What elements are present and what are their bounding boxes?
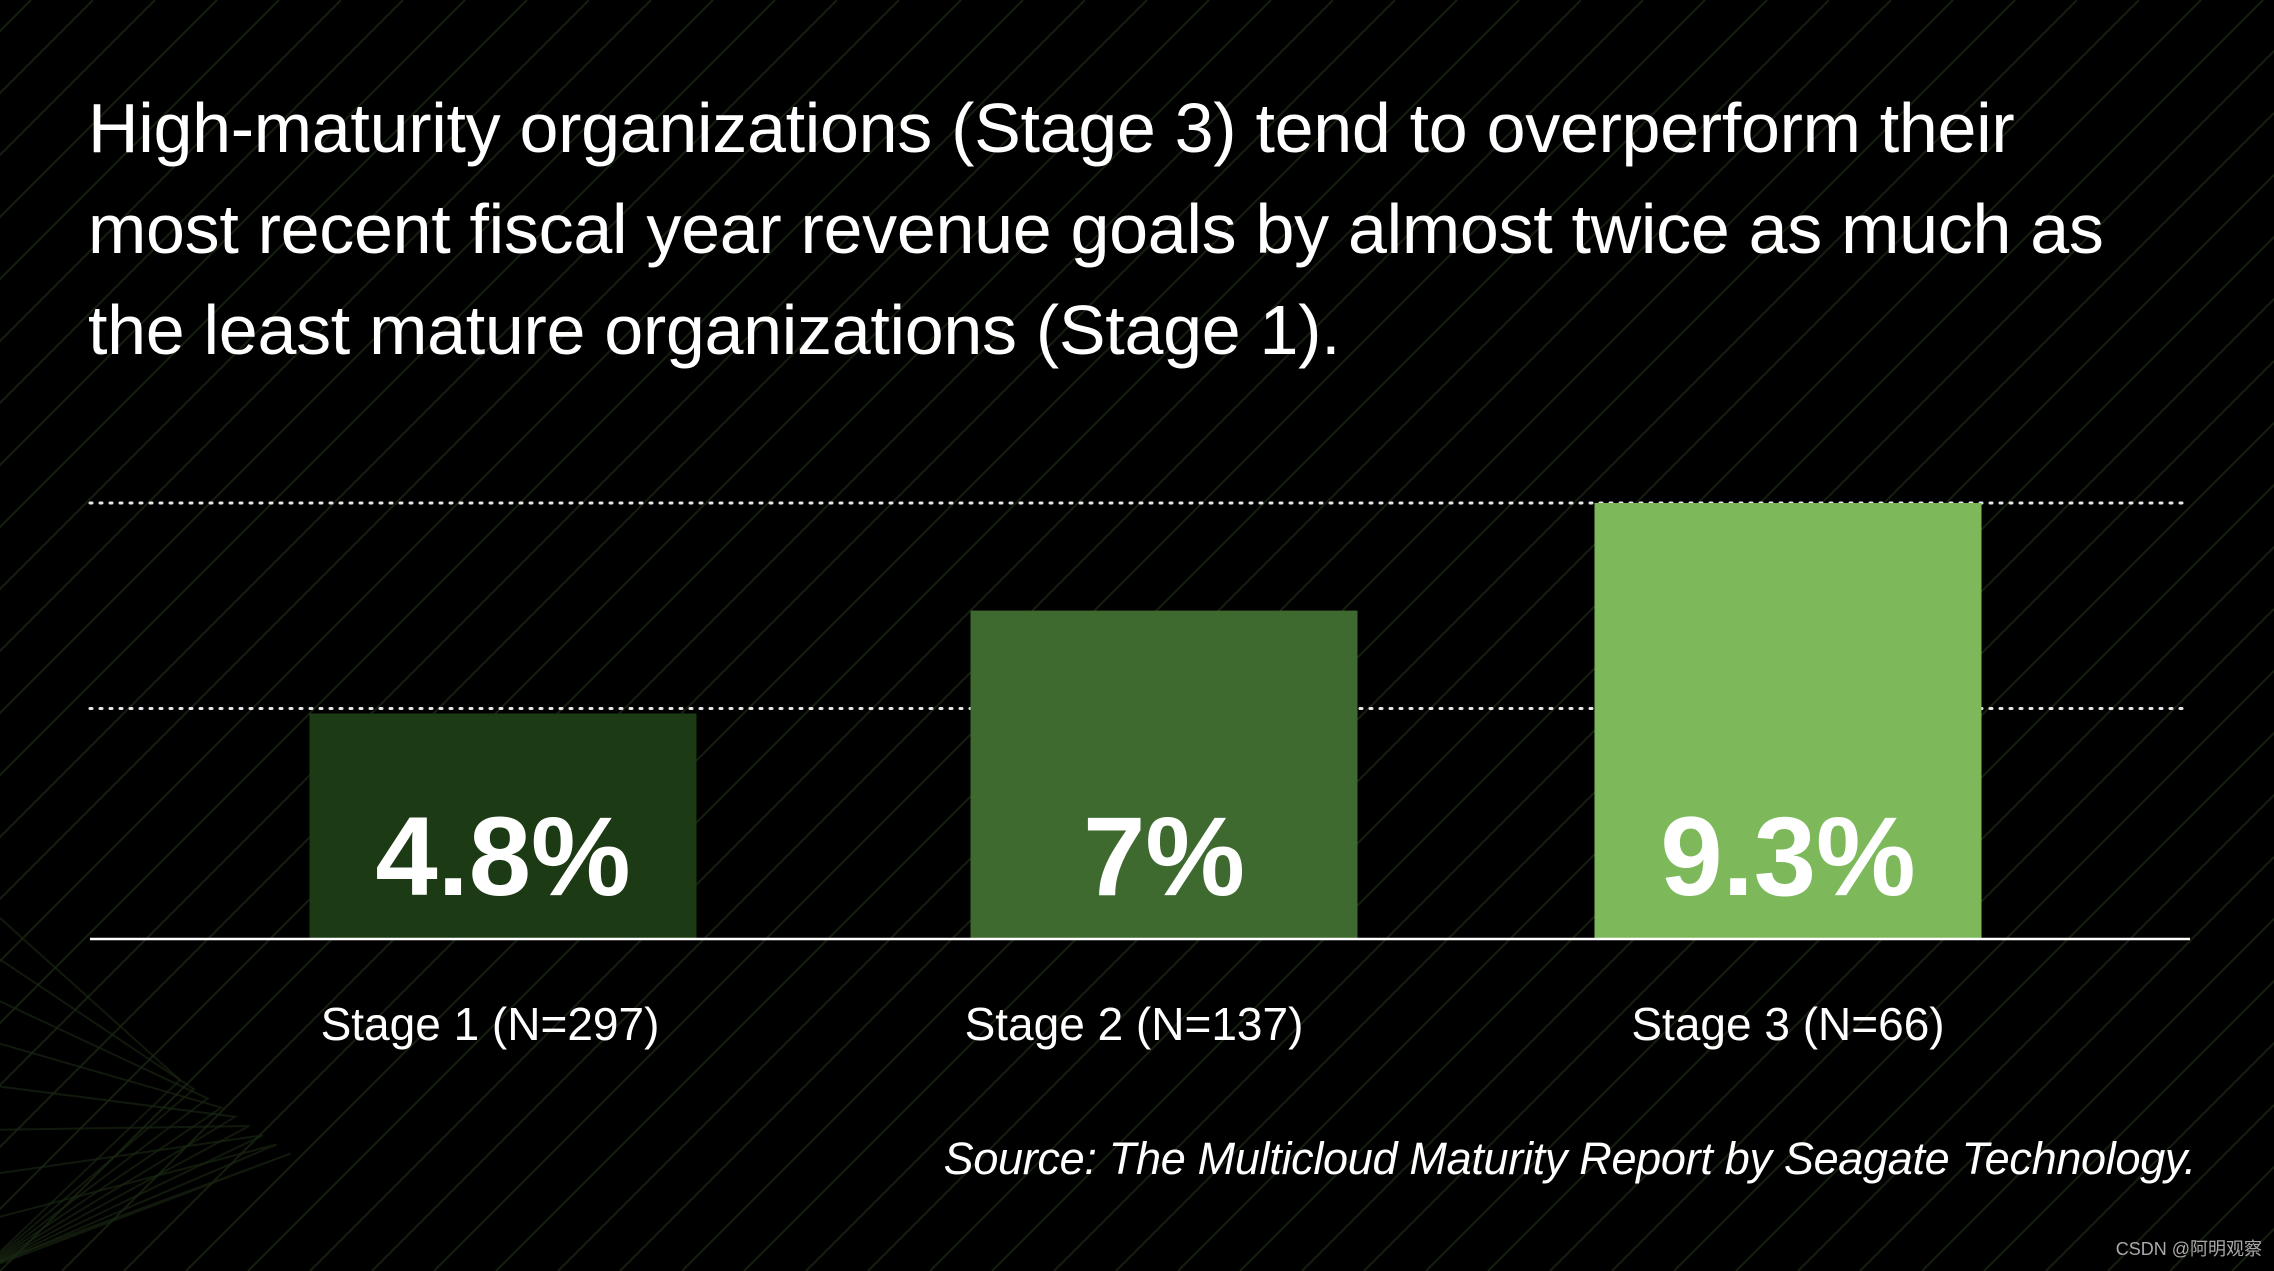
bar-3 bbox=[1594, 503, 1982, 938]
headline: High-maturity organizations (Stage 3) te… bbox=[88, 78, 2168, 381]
bar-1 bbox=[309, 713, 697, 938]
watermark: CSDN @阿明观察 bbox=[2115, 1239, 2262, 1259]
headline-line-2: most recent fiscal year revenue goals by… bbox=[88, 190, 2104, 268]
category-label-1: Stage 1 (N=297) bbox=[321, 998, 660, 1050]
value-label-2: 7% bbox=[1083, 794, 1245, 919]
category-label-2: Stage 2 (N=137) bbox=[965, 998, 1304, 1050]
headline-line-3: the least mature organizations (Stage 1)… bbox=[88, 291, 1341, 369]
category-label-3: Stage 3 (N=66) bbox=[1631, 998, 1944, 1050]
source-note: Source: The Multicloud Maturity Report b… bbox=[943, 1133, 2197, 1184]
value-label-3: 9.3% bbox=[1660, 794, 1915, 919]
value-label-1: 4.8% bbox=[375, 794, 630, 919]
headline-line-1: High-maturity organizations (Stage 3) te… bbox=[88, 89, 2015, 167]
bar-2 bbox=[970, 610, 1358, 938]
